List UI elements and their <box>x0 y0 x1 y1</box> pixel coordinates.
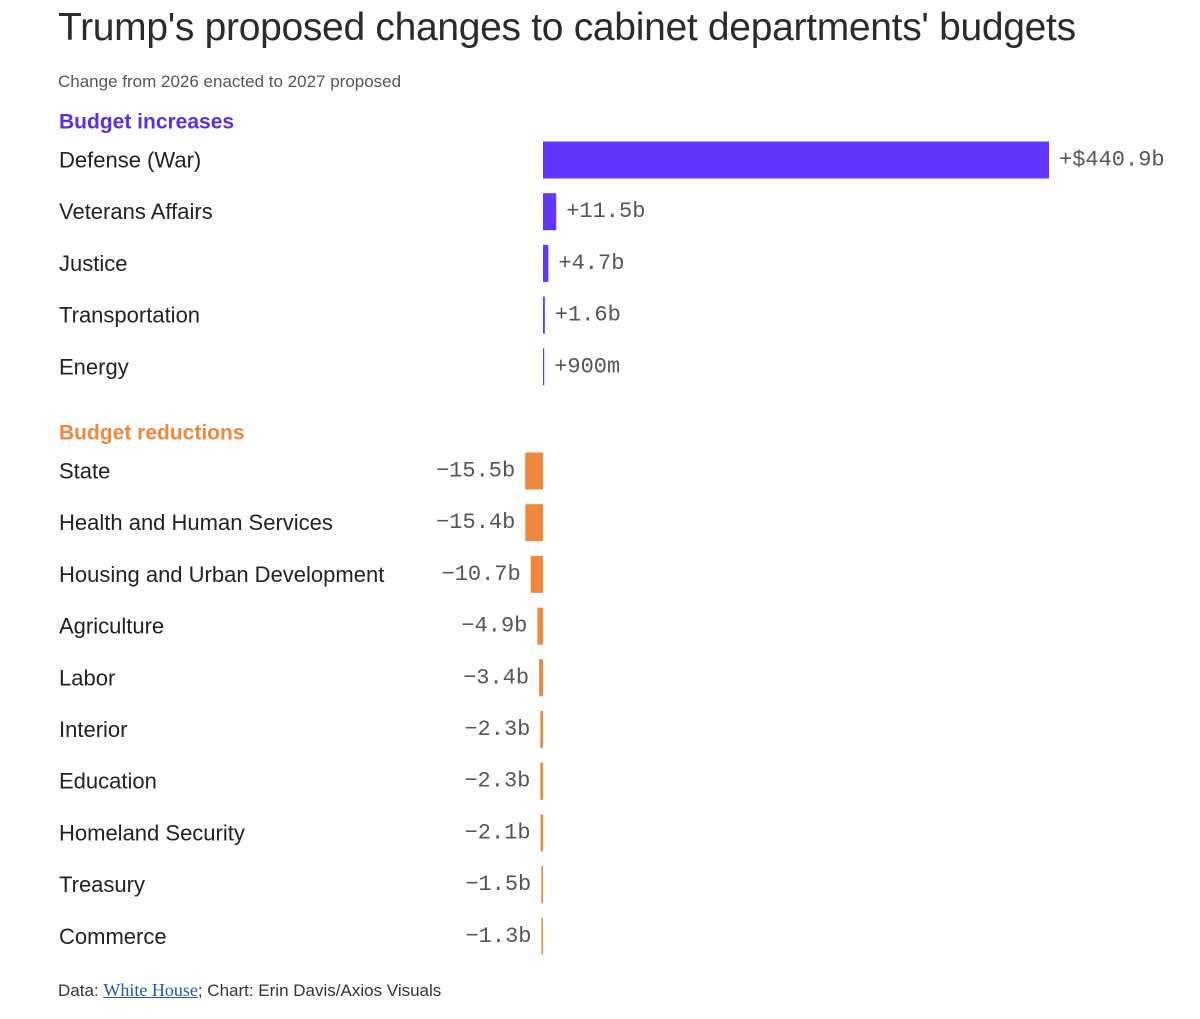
bar <box>539 659 543 697</box>
category-label: Homeland Security <box>59 820 245 845</box>
bar <box>525 504 543 542</box>
bar <box>543 193 557 231</box>
bar <box>540 814 543 852</box>
category-label: Energy <box>59 354 129 379</box>
bar <box>543 348 545 386</box>
source-credit: Data: White House; Chart: Erin Davis/Axi… <box>58 980 441 1001</box>
bar <box>530 555 543 593</box>
data-label: −2.1b <box>465 820 531 845</box>
data-label: −15.5b <box>436 459 515 484</box>
category-label: Justice <box>59 251 127 276</box>
category-label: Labor <box>59 665 115 690</box>
group-heading: Budget reductions <box>59 422 245 445</box>
chart-subtitle: Change from 2026 enacted to 2027 propose… <box>58 72 402 91</box>
data-label: −1.3b <box>465 924 531 949</box>
data-label: +4.7b <box>558 251 624 276</box>
source-link[interactable]: White House <box>103 980 198 1000</box>
data-label: −3.4b <box>463 665 529 690</box>
data-label: −4.9b <box>461 614 527 639</box>
group-heading: Budget increases <box>59 111 234 134</box>
bar <box>540 762 543 800</box>
data-label: +1.6b <box>555 303 621 328</box>
category-label: Treasury <box>59 872 145 897</box>
data-label: −15.4b <box>436 510 515 535</box>
source-prefix: Data: <box>58 981 104 1000</box>
category-label: State <box>59 459 110 484</box>
data-label: +$440.9b <box>1059 148 1165 173</box>
data-label: −2.3b <box>464 769 530 794</box>
data-label: −2.3b <box>464 717 530 742</box>
bar <box>543 244 549 282</box>
bar <box>540 711 543 748</box>
data-label: −1.5b <box>465 872 531 897</box>
bar <box>541 917 543 955</box>
bar <box>537 607 543 645</box>
chart-title: Trump's proposed changes to cabinet depa… <box>58 6 1076 49</box>
category-label: Defense (War) <box>59 148 201 173</box>
data-label: −10.7b <box>442 562 521 587</box>
data-label: +900m <box>554 354 620 379</box>
bar <box>541 866 543 904</box>
category-label: Agriculture <box>59 614 164 639</box>
category-label: Commerce <box>59 924 167 949</box>
bar <box>543 296 545 334</box>
chart-credit: ; Chart: Erin Davis/Axios Visuals <box>197 981 442 1000</box>
category-label: Housing and Urban Development <box>59 562 384 587</box>
bar <box>525 452 543 490</box>
bar-chart: Budget increases Defense (War) +$440.9b Vet… <box>59 111 1165 955</box>
category-label: Interior <box>59 717 127 742</box>
category-label: Transportation <box>59 303 200 328</box>
category-label: Veterans Affairs <box>59 199 213 224</box>
category-label: Education <box>59 769 157 794</box>
data-label: +11.5b <box>566 199 645 224</box>
category-label: Health and Human Services <box>59 510 333 535</box>
bar <box>543 141 1049 179</box>
